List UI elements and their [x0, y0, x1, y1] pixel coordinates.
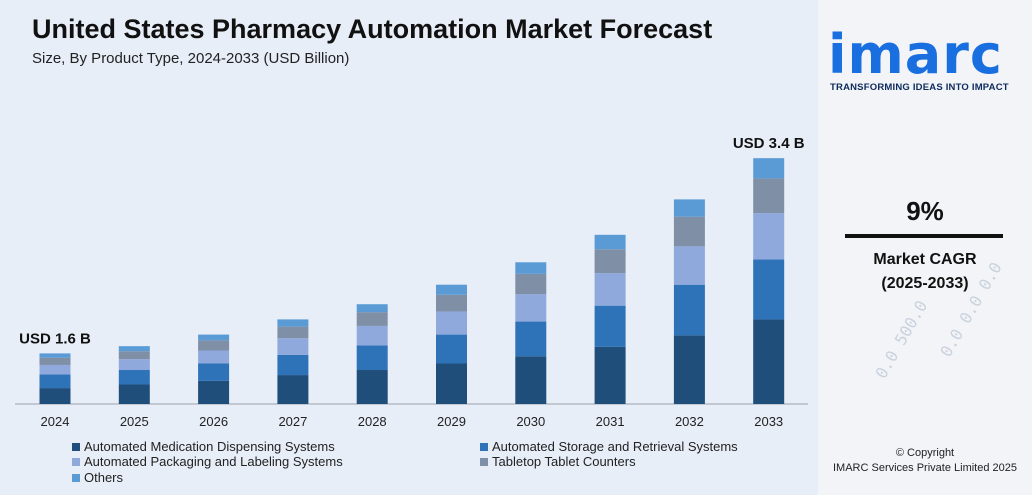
- copyright: © Copyright IMARC Services Private Limit…: [818, 446, 1032, 476]
- background-deco: 0.0 500.0: [871, 297, 932, 382]
- brand-tagline: TRANSFORMING IDEAS INTO IMPACT: [830, 82, 1009, 93]
- bar-segment: [118, 346, 150, 352]
- legend-label: Tabletop Tablet Counters: [492, 454, 636, 469]
- x-tick-label: 2028: [358, 414, 387, 429]
- bar-segment: [753, 213, 785, 260]
- bar-segment: [198, 340, 230, 351]
- legend-label: Automated Storage and Retrieval Systems: [492, 439, 738, 454]
- bar-segment: [515, 294, 547, 322]
- bar-segment: [673, 246, 705, 285]
- x-tick-label: 2026: [199, 414, 228, 429]
- bar-segment: [277, 326, 309, 339]
- total-label: USD 1.6 B: [19, 330, 91, 347]
- bar-segment: [118, 370, 150, 385]
- bar-segment: [277, 375, 309, 404]
- bar-segment: [436, 284, 467, 295]
- cagr-label-line2: (2025-2033): [881, 275, 969, 292]
- bar-segment: [436, 363, 467, 404]
- bar-segment: [515, 262, 547, 274]
- bar-segment: [356, 325, 388, 346]
- bar-segment: [356, 304, 388, 313]
- total-label: USD 3.4 B: [733, 135, 805, 152]
- bar-segment: [515, 321, 547, 357]
- bar-segment: [39, 388, 71, 404]
- bar-segment: [436, 311, 467, 335]
- legend-swatch: [480, 457, 488, 466]
- legend-item: Automated Packaging and Labeling Systems: [72, 454, 343, 469]
- bar-segment: [436, 294, 467, 312]
- bar-segment: [673, 216, 705, 247]
- legend-item: Others: [72, 470, 123, 485]
- bar-segment: [753, 319, 785, 404]
- bar-segment: [515, 273, 547, 295]
- legend-item: Tabletop Tablet Counters: [480, 454, 636, 469]
- legend-label: Others: [84, 470, 124, 485]
- bar-segment: [594, 305, 626, 347]
- bar-segment: [198, 334, 230, 341]
- bar-segment: [39, 364, 71, 375]
- bar-segment: [198, 350, 230, 364]
- bar-segment: [356, 312, 388, 326]
- chart-subtitle: Size, By Product Type, 2024-2033 (USD Bi…: [32, 50, 350, 67]
- legend-label: Automated Medication Dispensing Systems: [84, 439, 335, 454]
- bar-segment: [594, 249, 626, 274]
- bar-segment: [753, 178, 785, 214]
- bar-segment: [673, 199, 705, 217]
- copyright-line1: © Copyright: [895, 447, 955, 459]
- bar-segment: [118, 359, 150, 371]
- sidebar: 0.0 0.0 0.0 0.0 500.0 imarc TRANSFORMING…: [818, 0, 1032, 495]
- x-tick-label: 2029: [437, 414, 466, 429]
- legend-swatch: [480, 442, 488, 451]
- cagr-value: 9%: [906, 196, 944, 226]
- cagr-divider: [845, 234, 1003, 238]
- bar-segment: [356, 345, 388, 371]
- bar-segment: [436, 334, 467, 364]
- x-tick-label: 2032: [675, 414, 704, 429]
- x-tick-label: 2027: [278, 414, 307, 429]
- bar-segment: [356, 370, 388, 404]
- chart-title: United States Pharmacy Automation Market…: [32, 14, 713, 44]
- copyright-line2: IMARC Services Private Limited 2025: [832, 462, 1017, 474]
- legend-item: Automated Medication Dispensing Systems: [72, 439, 335, 454]
- x-tick-label: 2030: [516, 414, 545, 429]
- stacked-bar-chart: 2024 USD 1.6 B 2025 2026 2027 2028 2029 2030 203…: [15, 135, 808, 429]
- cagr-label-line1: Market CAGR: [873, 251, 977, 268]
- bar-segment: [594, 234, 626, 250]
- legend-swatch: [72, 442, 80, 451]
- bar-segment: [673, 284, 705, 336]
- legend-item: Automated Storage and Retrieval Systems: [480, 439, 738, 454]
- chart-panel: United States Pharmacy Automation Market…: [0, 0, 818, 495]
- bar-segment: [673, 335, 705, 404]
- bar-segment: [753, 158, 785, 179]
- bar-segment: [39, 357, 71, 365]
- legend-swatch: [72, 457, 80, 466]
- bar-segment: [198, 363, 230, 381]
- bar-segment: [118, 384, 150, 404]
- x-tick-label: 2024: [41, 414, 70, 429]
- x-tick-label: 2025: [120, 414, 149, 429]
- legend-swatch: [72, 473, 80, 482]
- bar-segment: [277, 338, 309, 355]
- bar-segment: [39, 353, 71, 358]
- bar-segment: [753, 259, 785, 320]
- bar-segment: [118, 351, 150, 360]
- bar-segment: [39, 374, 71, 389]
- bar-segment: [594, 346, 626, 404]
- bar-segment: [594, 273, 626, 306]
- legend-label: Automated Packaging and Labeling Systems: [84, 454, 343, 469]
- x-tick-label: 2031: [596, 414, 625, 429]
- bar-segment: [515, 356, 547, 404]
- bar-segment: [277, 319, 309, 327]
- brand-logo: imarc: [828, 23, 1003, 86]
- bar-segment: [198, 380, 230, 404]
- bar-segment: [277, 354, 309, 376]
- x-tick-label: 2033: [754, 414, 783, 429]
- cagr-label: Market CAGR (2025-2033): [818, 248, 1032, 296]
